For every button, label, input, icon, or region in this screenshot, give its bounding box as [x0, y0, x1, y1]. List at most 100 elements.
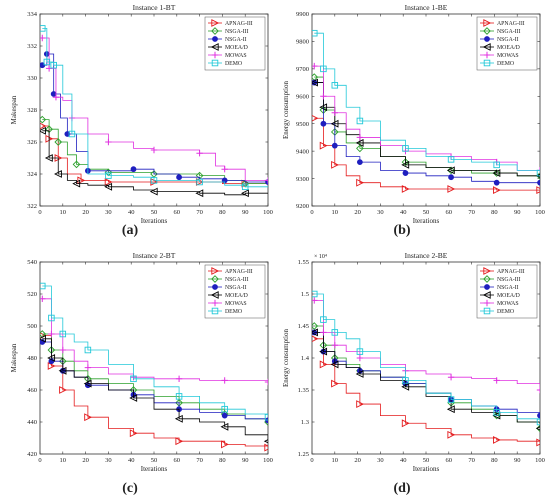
- x-tick-label: 60: [174, 209, 181, 216]
- legend-entry: DEMO: [225, 309, 242, 315]
- data-point: [312, 62, 318, 70]
- x-tick-label: 60: [446, 209, 453, 216]
- y-tick-label: 332: [27, 43, 37, 50]
- legend-swatch-marker: [483, 27, 491, 35]
- chart-title: Instance 1-BE: [405, 3, 448, 12]
- legend-entry: NSGA-III: [497, 29, 521, 35]
- data-point: [401, 382, 410, 391]
- y-tick-label: 1.45: [298, 323, 309, 330]
- x-tick-label: 50: [151, 457, 158, 464]
- data-point: [320, 93, 327, 100]
- x-tick-label: 80: [491, 457, 498, 464]
- y-tick-label: 1.25: [298, 451, 309, 458]
- data-point: [43, 58, 51, 66]
- data-point: [40, 115, 47, 124]
- data-point: [537, 179, 540, 186]
- data-point: [72, 160, 81, 169]
- data-point: [331, 109, 338, 116]
- legend-entry: APNAG-III: [497, 21, 525, 27]
- data-point: [264, 443, 268, 452]
- data-point: [129, 429, 138, 438]
- legend-box: [476, 264, 538, 319]
- data-point: [40, 295, 46, 302]
- y-tick-label: 420: [27, 451, 37, 458]
- data-point: [447, 430, 456, 439]
- x-tick-label: 90: [514, 457, 521, 464]
- data-point: [50, 61, 57, 69]
- legend-swatch-marker: [211, 307, 219, 315]
- y-tick-label: 1.55: [298, 259, 309, 266]
- data-point: [401, 158, 410, 166]
- legend-entry: NSGA-III: [225, 277, 249, 283]
- series-line: [42, 130, 268, 196]
- legend: APNAG-III NSGA-III NSGA-II MOEA/D MOWAS DEMO: [476, 16, 538, 71]
- x-tick-label: 100: [535, 457, 545, 464]
- x-tick-label: 100: [263, 457, 273, 464]
- data-point: [221, 405, 228, 413]
- data-point: [68, 130, 76, 138]
- legend-entry: MOWAS: [225, 53, 247, 59]
- series-nsga-ii: [312, 79, 540, 186]
- data-point: [130, 166, 137, 173]
- data-point: [536, 438, 540, 447]
- y-tick-label: 1.35: [298, 387, 309, 394]
- data-point: [493, 435, 501, 444]
- series-moea-d: [40, 126, 268, 198]
- data-point: [402, 377, 409, 384]
- x-tick-label: 20: [354, 457, 361, 464]
- data-point: [447, 166, 455, 175]
- data-point: [320, 65, 327, 73]
- x-tick-label: 90: [242, 209, 249, 216]
- data-point: [312, 322, 319, 330]
- series-line: [42, 28, 268, 188]
- data-point: [402, 170, 409, 176]
- data-point: [331, 329, 339, 336]
- panel-label: (c): [122, 481, 138, 496]
- series-apnag-iii: [312, 114, 540, 195]
- data-point: [195, 189, 204, 198]
- legend-swatch-marker: [211, 299, 219, 307]
- data-point: [356, 134, 364, 141]
- legend-entry: APNAG-III: [225, 21, 253, 27]
- y-tick-label: 9200: [296, 203, 309, 210]
- data-point: [331, 82, 339, 89]
- data-point: [84, 346, 92, 354]
- x-tick-label: 90: [242, 457, 249, 464]
- data-point: [492, 169, 501, 177]
- y-axis-label: Makespan: [10, 95, 18, 124]
- legend-entry: MOWAS: [497, 301, 519, 307]
- x-tick-label: 20: [82, 209, 89, 216]
- data-point: [312, 29, 318, 37]
- data-point: [312, 297, 318, 304]
- data-point: [47, 354, 56, 362]
- legend-swatch-marker: [212, 284, 218, 290]
- x-tick-label: 70: [468, 209, 475, 216]
- y-tick-label: 330: [27, 75, 37, 82]
- legend-box: [476, 16, 538, 71]
- y-axis-label: Energy consumption: [282, 329, 290, 388]
- data-point: [492, 411, 501, 420]
- legend-swatch-marker: [483, 59, 491, 67]
- series-line: [314, 32, 540, 174]
- series-line: [42, 338, 268, 442]
- legend-swatch-marker: [482, 291, 491, 299]
- data-point: [493, 161, 500, 169]
- y-tick-label: 328: [27, 107, 37, 114]
- legend-swatch-marker: [483, 299, 491, 307]
- series-moea-d: [40, 334, 268, 444]
- data-point: [536, 424, 540, 433]
- chart-panel-3: Instance 2-BT 0 10 20 30 40 50 60 70 80 90 100 420 44…: [10, 251, 273, 496]
- data-point: [447, 156, 455, 163]
- data-point: [130, 375, 137, 383]
- legend-swatch-marker: [484, 284, 490, 290]
- legend-entry: MOEA/D: [497, 293, 520, 299]
- data-point: [401, 419, 410, 428]
- x-axis-label: Iterations: [413, 465, 440, 473]
- series-mowas: [40, 34, 268, 184]
- legend-box: [204, 16, 266, 71]
- panel-label: (a): [122, 223, 139, 238]
- x-tick-label: 100: [263, 209, 273, 216]
- data-point: [355, 138, 364, 147]
- x-tick-label: 50: [423, 209, 430, 216]
- x-tick-label: 40: [128, 209, 135, 216]
